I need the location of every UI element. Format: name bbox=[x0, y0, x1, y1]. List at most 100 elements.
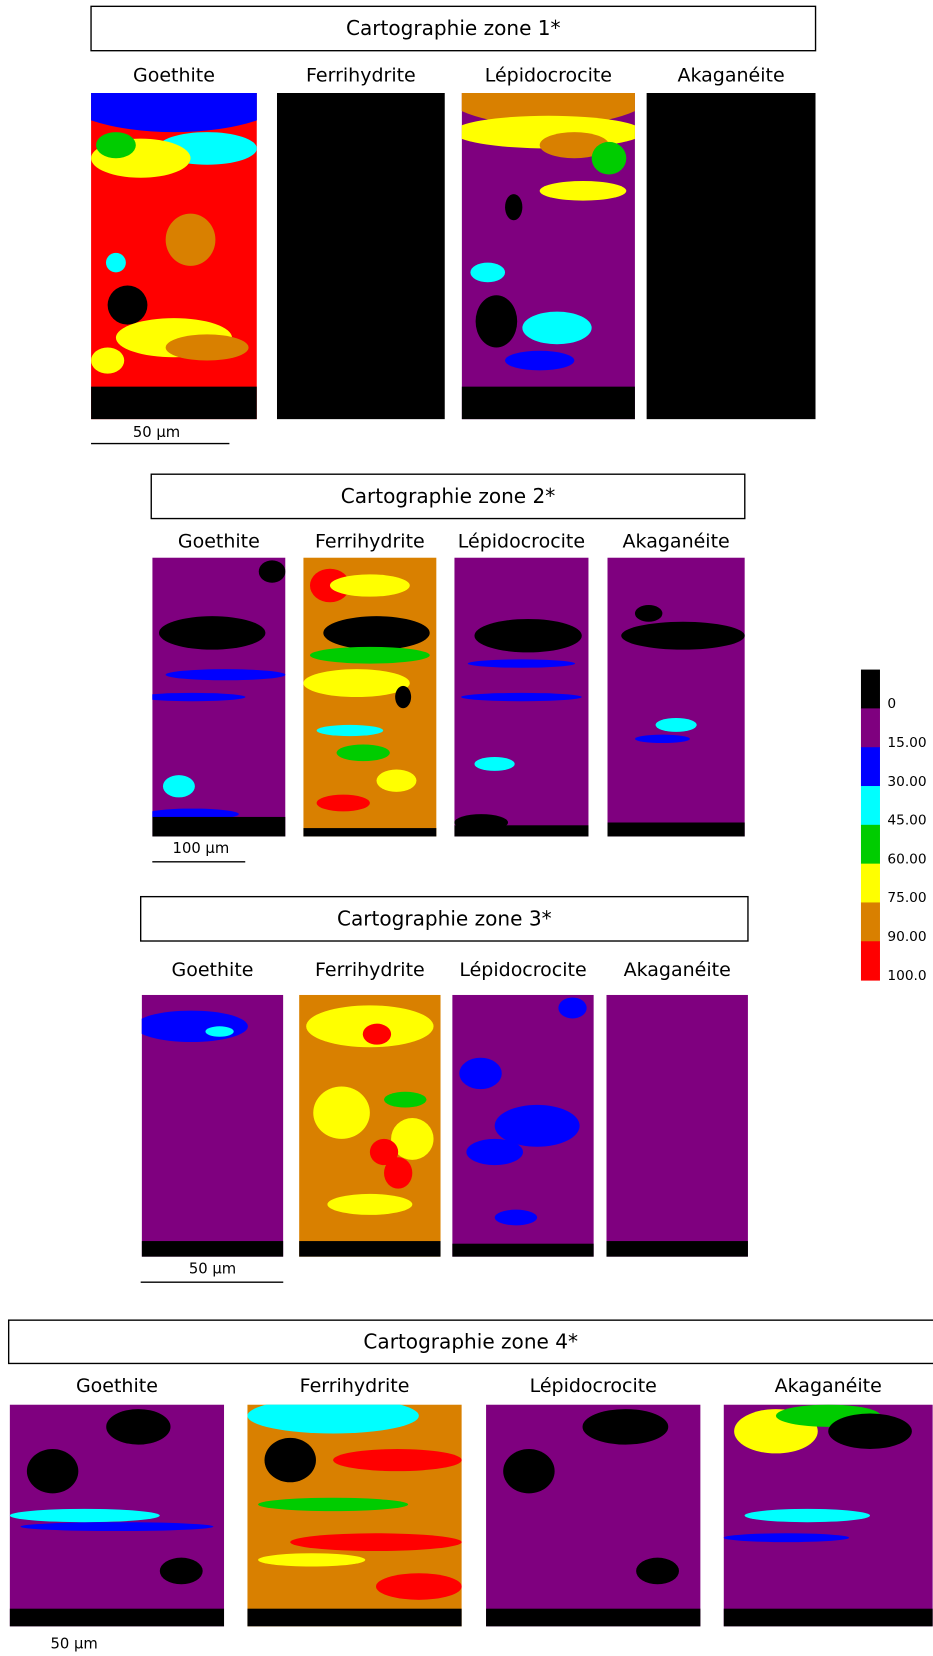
panel-label: Goethite bbox=[76, 1375, 158, 1397]
map-bottom bbox=[299, 1241, 441, 1257]
map-panel bbox=[152, 557, 286, 837]
map-region bbox=[558, 997, 587, 1019]
map-region bbox=[505, 350, 575, 371]
map-region bbox=[494, 1209, 538, 1226]
map-region bbox=[247, 1404, 419, 1434]
panel-label: Lépidocrocite bbox=[458, 530, 585, 552]
map-region bbox=[494, 1104, 580, 1147]
map-region bbox=[634, 734, 690, 744]
map-region bbox=[205, 1026, 234, 1037]
legend-swatch bbox=[860, 941, 880, 981]
map-bottom bbox=[91, 386, 257, 420]
map-region bbox=[162, 775, 195, 798]
map-bottom bbox=[606, 1241, 748, 1257]
zone-title-box bbox=[90, 5, 817, 52]
panel-label: Akaganéite bbox=[624, 959, 731, 981]
legend-swatch bbox=[860, 902, 880, 942]
zone-title: Cartographie zone 4* bbox=[363, 1329, 578, 1353]
map-region bbox=[474, 618, 582, 653]
map-region bbox=[467, 659, 576, 668]
map-region bbox=[375, 1573, 462, 1600]
map-region bbox=[316, 794, 370, 812]
map-region bbox=[636, 1557, 679, 1585]
map-panel bbox=[723, 1404, 933, 1627]
map-region bbox=[336, 744, 390, 762]
map-region bbox=[152, 692, 246, 702]
map-region bbox=[91, 347, 125, 374]
map-bottom bbox=[452, 1243, 594, 1257]
map-region bbox=[470, 262, 506, 283]
map-region bbox=[258, 1553, 366, 1567]
map-region bbox=[106, 1409, 171, 1445]
panel-label: Akaganéite bbox=[775, 1375, 882, 1397]
map-bottom bbox=[152, 816, 286, 837]
map-bottom bbox=[303, 828, 437, 837]
panel-label: Lépidocrocite bbox=[459, 959, 586, 981]
map-bottom bbox=[723, 1608, 933, 1627]
legend-swatch bbox=[860, 747, 880, 787]
map-region bbox=[107, 285, 148, 325]
panel-label: Ferrihydrite bbox=[300, 1375, 410, 1397]
map-region bbox=[313, 1086, 370, 1139]
panel-label: Ferrihydrite bbox=[306, 65, 416, 87]
legend-swatch bbox=[860, 863, 880, 903]
map-panel bbox=[606, 994, 748, 1257]
panel-label: Akaganéite bbox=[623, 530, 730, 552]
map-region bbox=[505, 194, 523, 221]
map-bottom bbox=[607, 822, 745, 837]
legend-label: 45.00 bbox=[887, 813, 926, 829]
panel-label: Lépidocrocite bbox=[485, 65, 612, 87]
map-region bbox=[309, 646, 430, 664]
map-region bbox=[723, 1533, 850, 1543]
panel-label: Akaganéite bbox=[677, 65, 784, 87]
map-region bbox=[9, 1508, 160, 1523]
map-region bbox=[744, 1508, 871, 1523]
scale-label: 50 µm bbox=[133, 424, 180, 441]
map-panel bbox=[91, 92, 257, 420]
map-panel bbox=[646, 92, 816, 420]
map-region bbox=[461, 692, 582, 702]
legend-label: 30.00 bbox=[887, 774, 926, 790]
map-region bbox=[141, 1010, 248, 1043]
map-region bbox=[475, 295, 518, 348]
map-region bbox=[522, 311, 592, 345]
map-panel bbox=[9, 1404, 225, 1627]
map-base bbox=[276, 92, 445, 420]
map-region bbox=[303, 669, 410, 698]
map-region bbox=[333, 1449, 462, 1472]
zone-title: Cartographie zone 3* bbox=[337, 906, 552, 930]
legend-label: 75.00 bbox=[887, 890, 926, 906]
scale-label: 100 µm bbox=[173, 840, 230, 857]
map-region bbox=[503, 1449, 555, 1494]
map-bottom bbox=[9, 1608, 225, 1627]
map-region bbox=[539, 132, 609, 159]
map-bottom bbox=[461, 386, 635, 420]
panel-label: Ferrihydrite bbox=[315, 530, 425, 552]
legend-label: 60.00 bbox=[887, 851, 926, 867]
map-region bbox=[329, 574, 410, 597]
map-panel bbox=[299, 994, 441, 1257]
map-region bbox=[828, 1413, 912, 1449]
map-base bbox=[607, 557, 745, 837]
scale-label: 50 µm bbox=[189, 1260, 236, 1277]
map-panel bbox=[141, 994, 284, 1257]
legend-swatch bbox=[860, 708, 880, 748]
map-region bbox=[20, 1522, 214, 1532]
map-region bbox=[391, 1117, 434, 1160]
scale-label: 50 µm bbox=[51, 1635, 98, 1652]
map-region bbox=[264, 1437, 316, 1483]
map-region bbox=[159, 1557, 203, 1585]
map-region bbox=[26, 1449, 79, 1494]
zone-title: Cartographie zone 2* bbox=[341, 484, 556, 508]
map-region bbox=[474, 756, 515, 771]
map-region bbox=[91, 92, 257, 133]
map-region bbox=[309, 568, 350, 603]
map-bottom bbox=[486, 1608, 701, 1627]
map-panel bbox=[461, 92, 635, 420]
legend-label: 15.00 bbox=[887, 735, 926, 751]
map-region bbox=[621, 621, 745, 650]
map-region bbox=[634, 605, 663, 622]
map-base bbox=[486, 1404, 701, 1627]
map-region bbox=[466, 1138, 524, 1166]
